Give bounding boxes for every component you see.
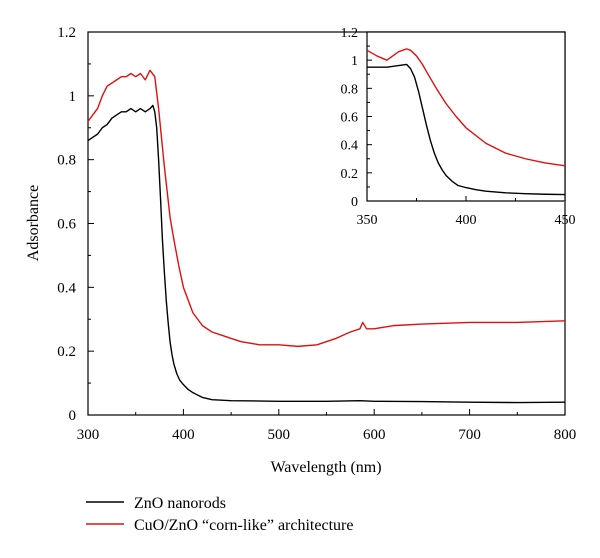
main-series-zno-line (87, 104, 566, 404)
y-axis-title: Adsorbance (25, 185, 42, 261)
main-plot: 300 400 500 600 700 800 0 0.2 0.4 0.6 0.8 1 1.2 (57, 25, 576, 443)
main-x-tick-label: 600 (363, 427, 386, 443)
inset-y-tick-label: 0.2 (341, 167, 359, 182)
main-y-tick-label: 0.4 (57, 280, 76, 296)
main-y-tick-label: 0.2 (57, 344, 76, 360)
legend-label-cuo-zno: CuO/ZnO “corn-like” architecture (134, 517, 353, 534)
inset-background (367, 32, 565, 202)
inset-y-tick-label: 1 (351, 54, 358, 69)
inset-x-tick-label: 400 (456, 213, 477, 228)
legend: ZnO nanorods CuO/ZnO “corn-like” archite… (86, 495, 353, 534)
main-y-tick-label: 0 (69, 408, 77, 424)
x-axis-title: Wavelength (nm) (270, 459, 381, 476)
inset-y-tick-label: 0 (351, 195, 358, 210)
inset-y-tick-label: 0.6 (341, 111, 359, 126)
main-series-cuo-zno-line (87, 69, 566, 348)
main-y-tick-label: 0.8 (57, 153, 76, 169)
inset-series-cuo-zno-line (366, 48, 566, 167)
inset-y-tick-label: 0.4 (341, 139, 359, 154)
main-x-tick-label: 300 (77, 427, 100, 443)
main-x-tick-label: 800 (554, 427, 577, 443)
inset-plot: 350 400 450 0 0.2 0.4 0.6 0.8 1 1.2 (341, 26, 576, 228)
main-x-tick-label: 400 (172, 427, 195, 443)
inset-y-tick-label: 0.8 (341, 82, 359, 97)
inset-series-zno-line (367, 63, 566, 196)
legend-label-zno: ZnO nanorods (134, 495, 226, 512)
main-y-tick-label: 0.6 (57, 217, 76, 233)
inset-x-tick-label: 350 (357, 213, 378, 228)
main-x-tick-label: 500 (268, 427, 291, 443)
main-x-tick-label: 700 (458, 427, 481, 443)
inset-x-tick-label: 450 (555, 213, 576, 228)
main-y-tick-label: 1.2 (57, 25, 76, 41)
inset-y-tick-label: 1.2 (341, 26, 359, 41)
main-y-tick-label: 1 (69, 89, 77, 105)
